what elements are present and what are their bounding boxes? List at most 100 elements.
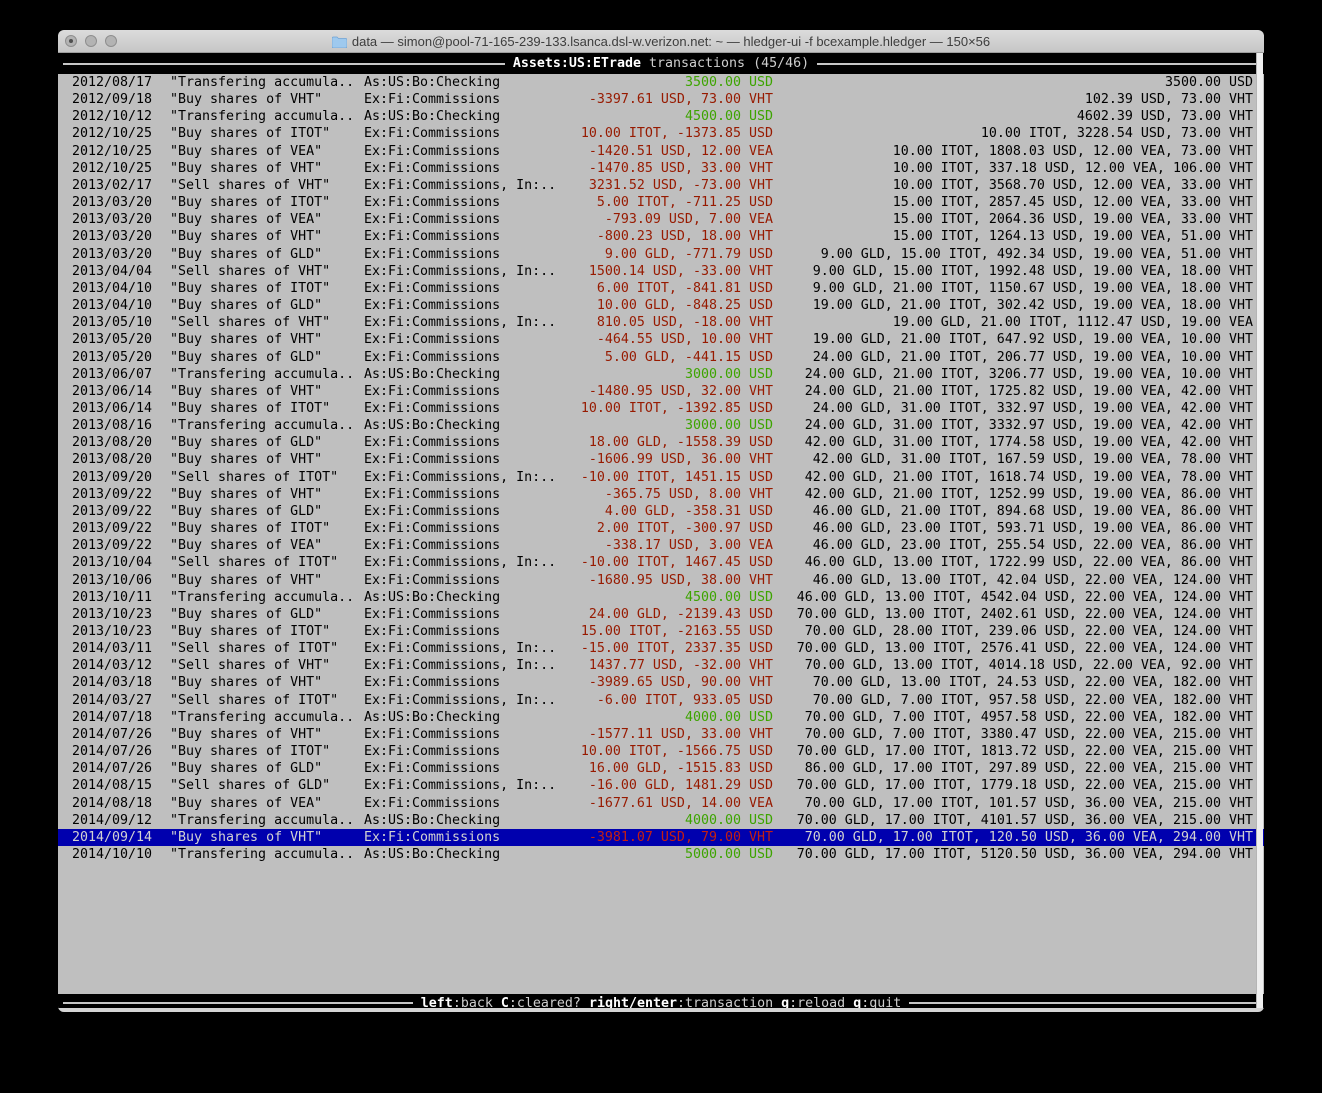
transaction-row[interactable]: 2014/08/15 "Sell shares of GLD" Ex:Fi:Comm… bbox=[58, 777, 1264, 794]
window-titlebar[interactable]: data — simon@pool-71-165-239-133.lsanca.… bbox=[58, 30, 1264, 53]
transaction-description: "Sell shares of ITOT" bbox=[170, 641, 339, 657]
transaction-date: 2014/08/15 bbox=[72, 778, 153, 794]
transaction-row[interactable]: 2013/08/20 "Buy shares of GLD" Ex:Fi:Commi… bbox=[58, 434, 1264, 451]
transaction-row[interactable]: 2013/10/04 "Sell shares of ITOT" Ex:Fi:Com… bbox=[58, 554, 1264, 571]
running-balance: 70.00 GLD, 17.00 ITOT, 120.50 USD, 36.00… bbox=[804, 829, 1253, 845]
transaction-description: "Buy shares of VHT" bbox=[170, 486, 323, 502]
transaction-amount: 10.00 ITOT, -1566.75 USD bbox=[580, 744, 773, 760]
transaction-row[interactable]: 2014/07/26 "Buy shares of VHT" Ex:Fi:Commi… bbox=[58, 726, 1264, 743]
transaction-row[interactable]: 2013/03/20 "Buy shares of ITOT" Ex:Fi:Comm… bbox=[58, 194, 1264, 211]
transaction-row[interactable]: 2013/09/20 "Sell shares of ITOT" Ex:Fi:Com… bbox=[58, 469, 1264, 486]
transaction-date: 2012/10/25 bbox=[72, 160, 153, 176]
transaction-other-accounts: As:US:Bo:Checking bbox=[364, 847, 501, 863]
transaction-row[interactable]: 2014/07/26 "Buy shares of ITOT" Ex:Fi:Comm… bbox=[58, 743, 1264, 760]
transaction-row[interactable]: 2014/09/12 "Transfering accumula.. As:US:B… bbox=[58, 812, 1264, 829]
transaction-row[interactable]: 2013/05/10 "Sell shares of VHT" Ex:Fi:Comm… bbox=[58, 314, 1264, 331]
transaction-row[interactable]: 2014/10/10 "Transfering accumula.. As:US:B… bbox=[58, 846, 1264, 863]
transaction-row[interactable]: 2013/02/17 "Sell shares of VHT" Ex:Fi:Comm… bbox=[58, 177, 1264, 194]
transaction-date: 2013/08/20 bbox=[72, 435, 153, 451]
transaction-other-accounts: Ex:Fi:Commissions bbox=[364, 126, 501, 142]
transaction-row[interactable]: 2013/03/20 "Buy shares of VHT" Ex:Fi:Commi… bbox=[58, 228, 1264, 245]
transaction-other-accounts: Ex:Fi:Commissions bbox=[364, 572, 501, 588]
transaction-date: 2013/04/10 bbox=[72, 298, 153, 314]
transaction-row[interactable]: 2013/10/06 "Buy shares of VHT" Ex:Fi:Commi… bbox=[58, 572, 1264, 589]
transaction-row[interactable]: 2014/08/18 "Buy shares of VEA" Ex:Fi:Commi… bbox=[58, 795, 1264, 812]
transaction-other-accounts: As:US:Bo:Checking bbox=[364, 366, 501, 382]
transaction-row[interactable]: 2013/10/23 "Buy shares of GLD" Ex:Fi:Commi… bbox=[58, 606, 1264, 623]
transaction-row[interactable]: 2014/07/18 "Transfering accumula.. As:US:B… bbox=[58, 709, 1264, 726]
running-balance: 24.00 GLD, 21.00 ITOT, 1725.82 USD, 19.0… bbox=[804, 383, 1253, 399]
transaction-row[interactable]: 2012/10/25 "Buy shares of VEA" Ex:Fi:Commi… bbox=[58, 143, 1264, 160]
transaction-row[interactable]: 2013/08/16 "Transfering accumula.. As:US:B… bbox=[58, 417, 1264, 434]
transaction-date: 2013/10/11 bbox=[72, 589, 153, 605]
transaction-row[interactable]: 2012/10/12 "Transfering accumula.. As:US:B… bbox=[58, 108, 1264, 125]
transaction-description: "Buy shares of VEA" bbox=[170, 143, 323, 159]
transaction-row[interactable]: 2013/05/20 "Buy shares of VHT" Ex:Fi:Commi… bbox=[58, 331, 1264, 348]
transaction-row-selected[interactable]: 2014/09/14 "Buy shares of VHT" Ex:Fi:Commi… bbox=[58, 828, 1264, 847]
empty-area bbox=[58, 863, 1264, 994]
transaction-row[interactable]: 2012/09/18 "Buy shares of VHT" Ex:Fi:Commi… bbox=[58, 91, 1264, 108]
transaction-row[interactable]: 2013/06/07 "Transfering accumula.. As:US:B… bbox=[58, 366, 1264, 383]
running-balance: 15.00 ITOT, 1264.13 USD, 19.00 VEA, 51.0… bbox=[892, 229, 1253, 245]
transaction-date: 2014/03/18 bbox=[72, 675, 153, 691]
transaction-other-accounts: Ex:Fi:Commissions, In:.. bbox=[364, 263, 557, 279]
transaction-row[interactable]: 2014/03/12 "Sell shares of VHT" Ex:Fi:Comm… bbox=[58, 657, 1264, 674]
transaction-other-accounts: Ex:Fi:Commissions, In:.. bbox=[364, 555, 557, 571]
running-balance: 24.00 GLD, 31.00 ITOT, 3332.97 USD, 19.0… bbox=[804, 418, 1253, 434]
transaction-row[interactable]: 2013/03/20 "Buy shares of VEA" Ex:Fi:Commi… bbox=[58, 211, 1264, 228]
transaction-other-accounts: Ex:Fi:Commissions bbox=[364, 744, 501, 760]
transaction-date: 2012/09/18 bbox=[72, 92, 153, 108]
zoom-button[interactable] bbox=[105, 35, 117, 47]
transaction-row[interactable]: 2012/10/25 "Buy shares of VHT" Ex:Fi:Commi… bbox=[58, 160, 1264, 177]
transaction-date: 2013/06/14 bbox=[72, 400, 153, 416]
transaction-row[interactable]: 2013/04/04 "Sell shares of VHT" Ex:Fi:Comm… bbox=[58, 263, 1264, 280]
transaction-row[interactable]: 2013/05/20 "Buy shares of GLD" Ex:Fi:Commi… bbox=[58, 349, 1264, 366]
transaction-description: "Buy shares of GLD" bbox=[170, 435, 323, 451]
running-balance: 70.00 GLD, 17.00 ITOT, 101.57 USD, 36.00… bbox=[804, 795, 1253, 811]
transaction-row[interactable]: 2013/04/10 "Buy shares of ITOT" Ex:Fi:Comm… bbox=[58, 280, 1264, 297]
scrollbar[interactable] bbox=[1256, 53, 1263, 1008]
transaction-row[interactable]: 2013/09/22 "Buy shares of VEA" Ex:Fi:Commi… bbox=[58, 537, 1264, 554]
transaction-row[interactable]: 2013/09/22 "Buy shares of GLD" Ex:Fi:Commi… bbox=[58, 503, 1264, 520]
transaction-date: 2013/04/10 bbox=[72, 280, 153, 296]
transaction-row[interactable]: 2013/08/20 "Buy shares of VHT" Ex:Fi:Commi… bbox=[58, 451, 1264, 468]
transaction-row[interactable]: 2013/10/23 "Buy shares of ITOT" Ex:Fi:Comm… bbox=[58, 623, 1264, 640]
transaction-description: "Buy shares of GLD" bbox=[170, 503, 323, 519]
transaction-date: 2014/07/26 bbox=[72, 761, 153, 777]
transaction-description: "Sell shares of GLD" bbox=[170, 778, 331, 794]
status-rule-left bbox=[63, 1002, 413, 1004]
transaction-row[interactable]: 2014/07/26 "Buy shares of GLD" Ex:Fi:Commi… bbox=[58, 760, 1264, 777]
transaction-row[interactable]: 2013/10/11 "Transfering accumula.. As:US:B… bbox=[58, 589, 1264, 606]
transaction-amount: 5.00 ITOT, -711.25 USD bbox=[596, 195, 773, 211]
transaction-amount: 16.00 GLD, -1515.83 USD bbox=[588, 761, 773, 777]
terminal-window: data — simon@pool-71-165-239-133.lsanca.… bbox=[58, 30, 1264, 1012]
transaction-description: "Buy shares of VHT" bbox=[170, 675, 323, 691]
transaction-row[interactable]: 2014/03/18 "Buy shares of VHT" Ex:Fi:Commi… bbox=[58, 674, 1264, 691]
transaction-amount: -793.09 USD, 7.00 VEA bbox=[604, 212, 773, 228]
transaction-row[interactable]: 2013/04/10 "Buy shares of GLD" Ex:Fi:Commi… bbox=[58, 297, 1264, 314]
folder-icon bbox=[331, 36, 347, 48]
transaction-row[interactable]: 2014/03/27 "Sell shares of ITOT" Ex:Fi:Com… bbox=[58, 692, 1264, 709]
transaction-date: 2013/09/20 bbox=[72, 469, 153, 485]
transaction-date: 2013/06/14 bbox=[72, 383, 153, 399]
transaction-row[interactable]: 2013/09/22 "Buy shares of VHT" Ex:Fi:Commi… bbox=[58, 486, 1264, 503]
close-button[interactable] bbox=[65, 35, 77, 47]
register-header-text: Assets:US:ETrade transactions (45/46) bbox=[505, 56, 817, 71]
transaction-other-accounts: As:US:Bo:Checking bbox=[364, 75, 501, 90]
transaction-other-accounts: Ex:Fi:Commissions bbox=[364, 229, 501, 245]
transaction-amount: -10.00 ITOT, 1467.45 USD bbox=[580, 555, 773, 571]
running-balance: 19.00 GLD, 21.00 ITOT, 302.42 USD, 19.00… bbox=[812, 298, 1253, 314]
transaction-date: 2014/09/12 bbox=[72, 812, 153, 828]
transaction-description: "Buy shares of VEA" bbox=[170, 212, 323, 228]
transaction-row[interactable]: 2012/10/25 "Buy shares of ITOT" Ex:Fi:Comm… bbox=[58, 125, 1264, 142]
minimize-button[interactable] bbox=[85, 35, 97, 47]
transaction-row[interactable]: 2012/08/17 "Transfering accumula.. As:US:B… bbox=[58, 74, 1264, 91]
transaction-row[interactable]: 2014/03/11 "Sell shares of ITOT" Ex:Fi:Com… bbox=[58, 640, 1264, 657]
transaction-row[interactable]: 2013/06/14 "Buy shares of ITOT" Ex:Fi:Comm… bbox=[58, 400, 1264, 417]
hint-key: left bbox=[420, 995, 453, 1011]
transaction-other-accounts: Ex:Fi:Commissions, In:.. bbox=[364, 658, 557, 674]
transaction-row[interactable]: 2013/06/14 "Buy shares of VHT" Ex:Fi:Commi… bbox=[58, 383, 1264, 400]
transaction-description: "Buy shares of ITOT" bbox=[170, 744, 331, 760]
transaction-row[interactable]: 2013/03/20 "Buy shares of GLD" Ex:Fi:Commi… bbox=[58, 246, 1264, 263]
transaction-row[interactable]: 2013/09/22 "Buy shares of ITOT" Ex:Fi:Comm… bbox=[58, 520, 1264, 537]
